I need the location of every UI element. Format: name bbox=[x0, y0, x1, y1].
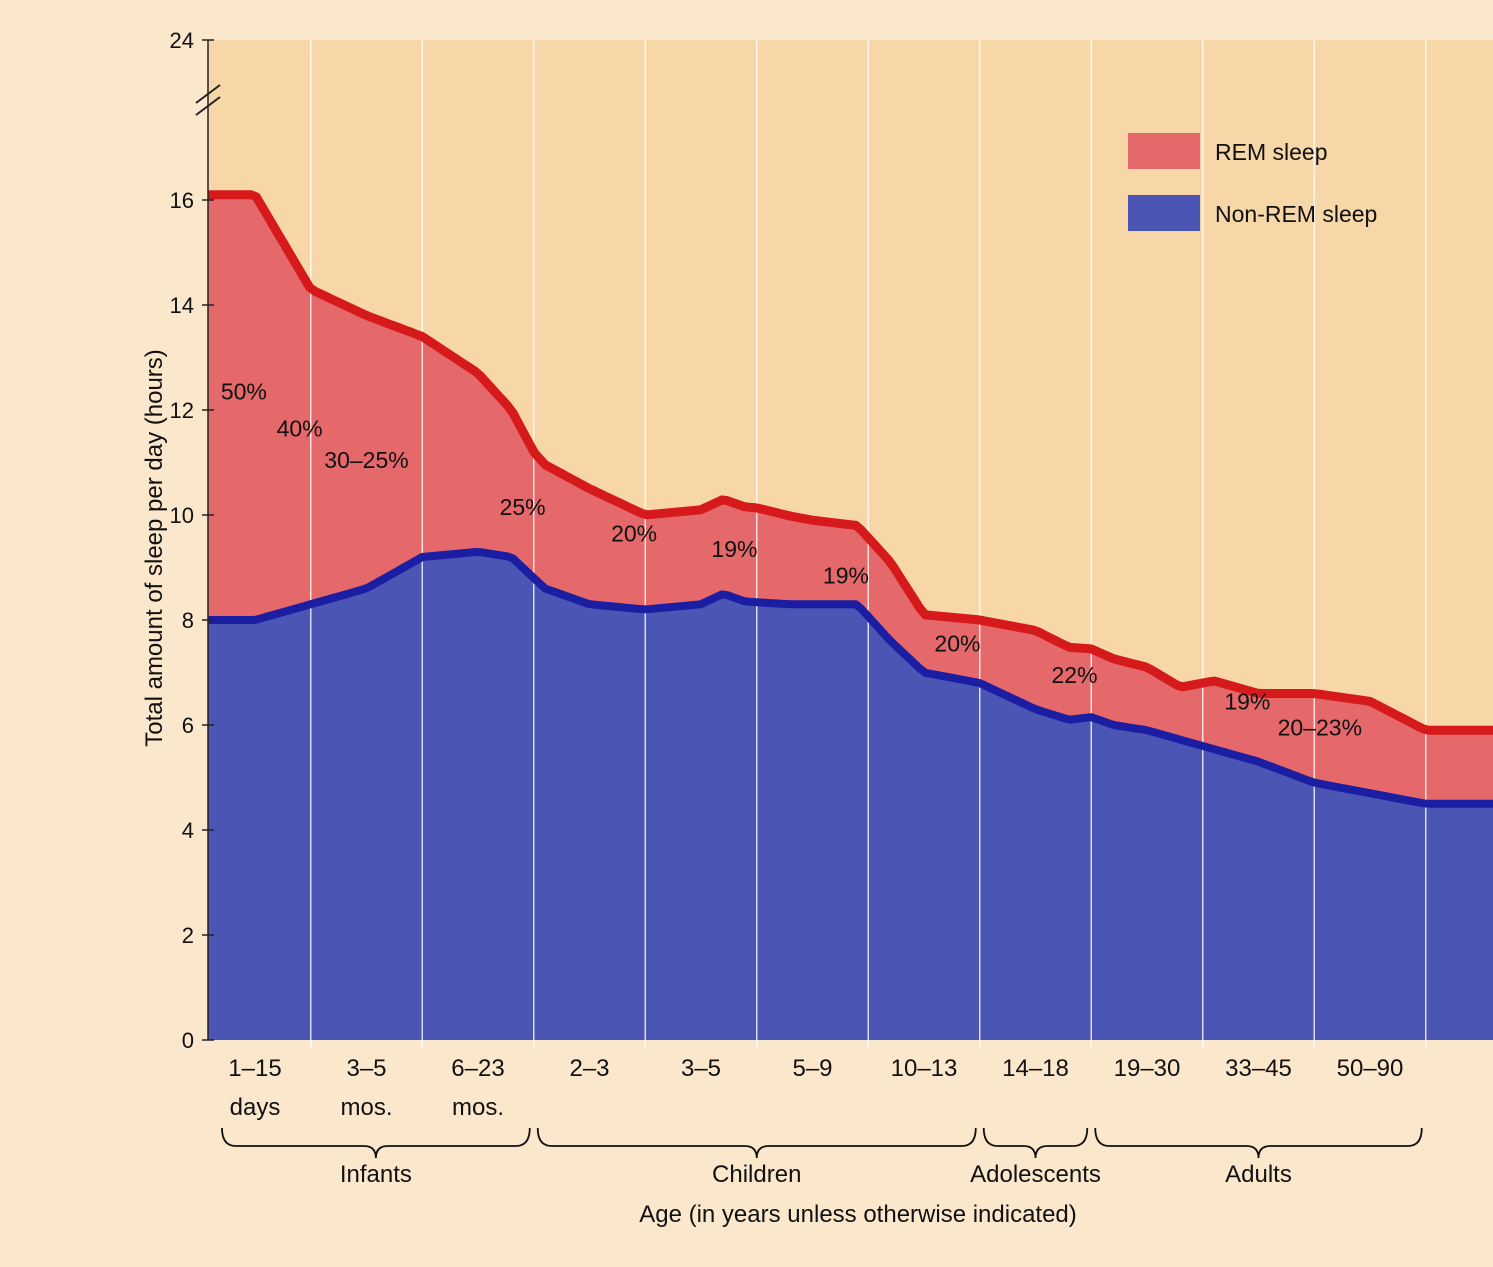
rem-percent-label: 20% bbox=[934, 631, 980, 657]
rem-total-line bbox=[208, 190, 1493, 735]
y-tick-label: 16 bbox=[170, 188, 194, 213]
x-tick-label: 5–9 bbox=[792, 1055, 832, 1082]
y-tick-label: 0 bbox=[182, 1028, 194, 1053]
legend-swatch-rem bbox=[1128, 133, 1200, 169]
y-tick-label: 6 bbox=[182, 713, 194, 738]
y-tick-label: 4 bbox=[182, 818, 194, 843]
y-tick-label: 10 bbox=[170, 503, 194, 528]
group-brace bbox=[1094, 1127, 1423, 1159]
group-label: Adults bbox=[1225, 1161, 1292, 1188]
x-tick-label: 1–15 bbox=[228, 1055, 281, 1082]
group-brace bbox=[221, 1127, 531, 1159]
legend-label-rem: REM sleep bbox=[1215, 139, 1327, 165]
x-tick-label: 19–30 bbox=[1114, 1055, 1181, 1082]
rem-percent-label: 25% bbox=[500, 494, 546, 520]
axis-break-mark bbox=[195, 84, 221, 104]
rem-percent-label: 40% bbox=[277, 415, 323, 441]
x-tick-label: 14–18 bbox=[1002, 1055, 1069, 1082]
rem-percent-label: 50% bbox=[221, 379, 267, 405]
legend: REM sleep Non-REM sleep bbox=[1128, 133, 1377, 231]
x-tick-label: 2–3 bbox=[569, 1055, 609, 1082]
non-rem-line bbox=[208, 548, 1493, 808]
rem-percent-label: 19% bbox=[1224, 688, 1270, 714]
x-tick-label: 33–45 bbox=[1225, 1055, 1292, 1082]
legend-label-non-rem: Non-REM sleep bbox=[1215, 201, 1377, 227]
axis-break-mark bbox=[195, 96, 221, 116]
x-axis-title: Age (in years unless otherwise indicated… bbox=[639, 1201, 1077, 1228]
y-tick-label: 14 bbox=[170, 293, 194, 318]
non-rem-sleep-area bbox=[208, 552, 1493, 1040]
group-label: Children bbox=[712, 1161, 801, 1188]
x-tick-unit: days bbox=[230, 1094, 281, 1121]
rem-percent-label: 19% bbox=[823, 562, 869, 588]
x-tick-label: 3–5 bbox=[681, 1055, 721, 1082]
rem-percent-label: 30–25% bbox=[324, 447, 408, 473]
rem-percent-label: 20% bbox=[611, 520, 657, 546]
rem-percent-label: 20–23% bbox=[1278, 715, 1362, 741]
y-tick-label: 2 bbox=[182, 923, 194, 948]
x-tick-label: 50–90 bbox=[1337, 1055, 1404, 1082]
x-tick-label: 6–23 bbox=[451, 1055, 504, 1082]
legend-swatch-non-rem bbox=[1128, 195, 1200, 231]
rem-percent-label: 19% bbox=[711, 536, 757, 562]
group-brace bbox=[982, 1127, 1089, 1159]
group-label: Adolescents bbox=[970, 1161, 1101, 1188]
group-label: Infants bbox=[340, 1161, 412, 1188]
x-tick-unit: mos. bbox=[452, 1094, 504, 1121]
y-axis-title: Total amount of sleep per day (hours) bbox=[141, 349, 168, 747]
rem-sleep-area bbox=[208, 194, 1493, 804]
rem-percent-label: 22% bbox=[1052, 662, 1098, 688]
y-tick-label: 12 bbox=[170, 398, 194, 423]
x-tick-label: 10–13 bbox=[891, 1055, 958, 1082]
group-brace bbox=[536, 1127, 977, 1159]
x-tick-label: 3–5 bbox=[346, 1055, 386, 1082]
x-tick-unit: mos. bbox=[340, 1094, 392, 1121]
y-tick-label: 8 bbox=[182, 608, 194, 633]
y-tick-label: 24 bbox=[170, 28, 194, 53]
